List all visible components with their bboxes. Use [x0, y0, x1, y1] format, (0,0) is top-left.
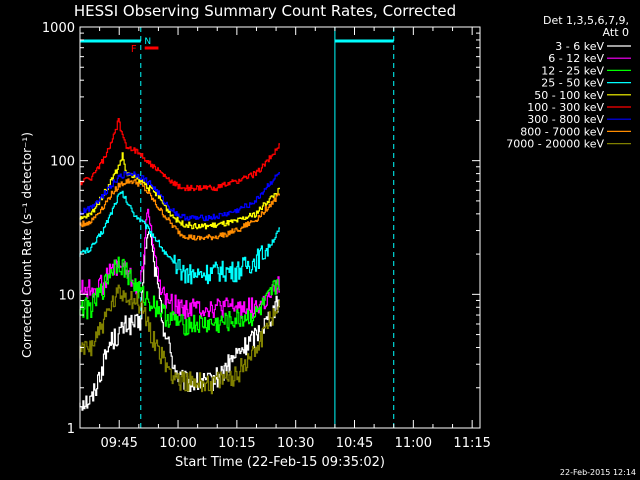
series-line-7: [79, 178, 280, 241]
legend-label: 7000 - 20000 keV: [506, 138, 604, 151]
series-layer: [79, 118, 280, 411]
chart-title: HESSI Observing Summary Count Rates, Cor…: [74, 2, 456, 20]
legend-label: 100 - 300 keV: [527, 101, 604, 114]
series-line-5: [79, 118, 280, 192]
y-tick-label: 100: [50, 155, 75, 170]
x-tick-label: 10:00: [159, 436, 196, 451]
series-line-4: [79, 152, 280, 230]
flare-flag-label: F: [131, 44, 137, 55]
legend-header: Att 0: [603, 26, 629, 39]
plot-frame: [79, 26, 481, 429]
x-tick-label: 11:00: [395, 436, 432, 451]
series-line-2: [79, 256, 280, 336]
legend-label: 25 - 50 keV: [541, 77, 604, 90]
x-tick-label: 11:15: [453, 436, 490, 451]
legend-header: Det 1,3,5,6,7,9,: [543, 14, 629, 27]
x-tick-label: 10:30: [277, 436, 314, 451]
legend-label: 12 - 25 keV: [541, 64, 604, 77]
y-tick-label: 1000: [42, 21, 75, 36]
legend-label: 50 - 100 keV: [534, 89, 604, 102]
legend-label: 3 - 6 keV: [555, 40, 604, 53]
y-tick-label: 10: [58, 288, 75, 303]
legend-label: 800 - 7000 keV: [520, 125, 604, 138]
legend-label: 300 - 800 keV: [527, 113, 604, 126]
x-tick-label: 10:15: [218, 436, 255, 451]
x-axis-label: Start Time (22-Feb-15 09:35:02): [175, 455, 385, 470]
series-line-8: [79, 284, 280, 395]
legend-label: 6 - 12 keV: [548, 52, 604, 65]
footer-timestamp: 22-Feb-2015 12:14: [560, 468, 636, 477]
y-axis-label: Corrected Count Rate (s⁻¹ detector⁻¹): [20, 132, 34, 358]
series-line-1: [79, 208, 280, 320]
series-line-6: [79, 171, 280, 222]
saa-flag-label: N: [144, 37, 151, 47]
series-line-0: [79, 231, 280, 411]
x-tick-label: 09:45: [100, 436, 137, 451]
plot-axes: 1 10 100 1000 09:45 10:00 10:15 10:30 10:45 11:00…: [42, 21, 491, 451]
x-tick-label: 10:45: [336, 436, 373, 451]
series-line-3: [79, 190, 280, 285]
y-tick-label: 1: [67, 422, 75, 437]
